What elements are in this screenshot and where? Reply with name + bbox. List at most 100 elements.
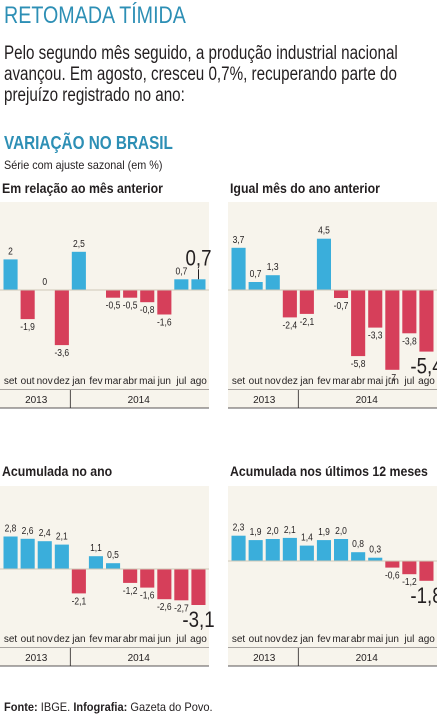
value-label-mar: 0,5 (107, 550, 119, 561)
value-label-jul: 0,7 (175, 266, 187, 277)
bar-out (20, 538, 35, 569)
value-label-dez: -3,6 (54, 347, 69, 358)
value-label-jan: 2,5 (73, 238, 85, 249)
value-label-mar: -0,7 (334, 300, 349, 311)
value-label-set: 2 (8, 246, 13, 257)
year-label-2014: 2014 (128, 653, 151, 664)
section-title: VARIAÇÃO NO BRASIL (4, 133, 173, 153)
value-label-ago: -5,4 (410, 355, 437, 379)
tick-label-jun: jun (385, 376, 399, 387)
bar-nov (265, 275, 280, 290)
tick-label-jul: jul (175, 376, 186, 387)
value-label-set: 3,7 (233, 234, 245, 245)
bar-jun (385, 561, 400, 568)
chart-background (228, 202, 437, 402)
bar-mar (106, 290, 121, 298)
bar-mar (334, 290, 349, 298)
tick-label-ago: ago (190, 376, 207, 387)
tick-label-nov: nov (265, 634, 281, 645)
value-label-nov: 1,3 (267, 262, 279, 273)
value-label-dez: 2,1 (56, 531, 68, 542)
value-label-set: 2,3 (233, 522, 245, 533)
tick-label-mar: mar (332, 634, 350, 645)
tick-label-set: set (232, 634, 246, 645)
value-label-mai: -1,6 (140, 590, 155, 601)
tick-label-jan: jan (299, 634, 313, 645)
year-label-2013: 2013 (25, 653, 48, 664)
chart-title-12m: Acumulada nos últimos 12 meses (230, 463, 428, 479)
tick-label-fev: fev (317, 634, 330, 645)
value-label-out: 1,9 (250, 526, 262, 537)
source-line: Fonte: IBGE. Infografia: Gazeta do Povo. (4, 700, 213, 714)
value-label-jun: -2,6 (157, 602, 172, 613)
tick-label-fev: fev (89, 634, 102, 645)
bar-fev (88, 556, 103, 569)
tick-label-ago: ago (418, 634, 435, 645)
chart-title-yoy: Igual mês do ano anterior (230, 180, 380, 196)
value-label-fev: 1,9 (318, 526, 330, 537)
bar-ago (191, 279, 206, 290)
bar-jul (402, 290, 417, 334)
value-label-abr: -0,5 (123, 300, 138, 311)
credit-label: Infografia: (73, 700, 128, 714)
tick-label-dez: dez (54, 634, 70, 645)
bar-mai (368, 557, 383, 561)
chart-yoy: 3,7 0,7 1,3 -2,4 -2,1 4,5 -0,7 -5,8 -3,3 -7 -3,8 -5… (228, 202, 437, 409)
value-label-abr: -1,2 (123, 585, 138, 596)
bar-mai (140, 290, 155, 303)
credit-value: Gazeta do Povo. (127, 700, 213, 714)
value-label-jul: -1,2 (402, 577, 417, 588)
tick-label-out: out (21, 634, 35, 645)
value-label-fev: 4,5 (318, 225, 330, 236)
tick-label-jun: jun (157, 634, 171, 645)
bar-dez (54, 290, 69, 346)
tick-label-abr: abr (351, 634, 366, 645)
value-label-ago: -3,1 (182, 609, 214, 633)
lead-paragraph: Pelo segundo mês seguido, a produção ind… (4, 43, 398, 106)
value-label-jun: -7 (389, 372, 397, 383)
chart-background (0, 486, 209, 660)
year-label-2013: 2013 (253, 395, 276, 406)
value-label-out: 2,6 (22, 525, 34, 536)
value-label-jul: -3,8 (402, 336, 417, 347)
year-label-2013: 2013 (25, 395, 48, 406)
bar-set (231, 535, 246, 561)
bar-abr (351, 290, 366, 357)
tick-label-nov: nov (37, 634, 53, 645)
tick-label-abr: abr (351, 376, 366, 387)
value-label-jan: -2,1 (72, 596, 87, 607)
bar-set (3, 536, 18, 569)
source-label: Fonte: (4, 700, 38, 714)
bar-jul (174, 569, 189, 601)
year-label-2014: 2014 (128, 395, 151, 406)
tick-label-jan: jan (71, 634, 85, 645)
value-label-fev: 1,1 (90, 543, 102, 554)
bar-abr (123, 290, 138, 298)
tick-label-out: out (249, 634, 263, 645)
value-label-mai: 0,3 (369, 544, 381, 555)
chart-title-monthly: Em relação ao mês anterior (2, 180, 163, 196)
tick-label-set: set (4, 634, 18, 645)
tick-label-out: out (249, 376, 263, 387)
value-label-nov: 2,4 (39, 528, 51, 539)
tick-label-jan: jan (71, 376, 85, 387)
value-label-mar: 2,0 (335, 525, 347, 536)
year-band (228, 390, 437, 408)
bar-out (20, 290, 35, 320)
tick-label-jun: jun (385, 634, 399, 645)
value-label-jan: 1,4 (301, 532, 313, 543)
value-label-jun: -0,6 (385, 570, 400, 581)
year-band (228, 648, 437, 666)
bar-mar (106, 563, 121, 569)
bar-jun (157, 569, 172, 600)
tick-label-set: set (232, 376, 246, 387)
year-label-2013: 2013 (253, 653, 276, 664)
chart-title-ytd: Acumulada no ano (2, 463, 113, 479)
value-label-out: -1,9 (20, 321, 35, 332)
bar-mar (334, 539, 349, 561)
tick-label-nov: nov (37, 376, 53, 387)
bar-out (248, 540, 263, 561)
bar-set (3, 259, 18, 290)
chart-12m: 2,3 1,9 2,0 2,1 1,4 1,9 2,0 0,8 0,3 -0,6-1,2-1,8 s… (228, 486, 437, 667)
